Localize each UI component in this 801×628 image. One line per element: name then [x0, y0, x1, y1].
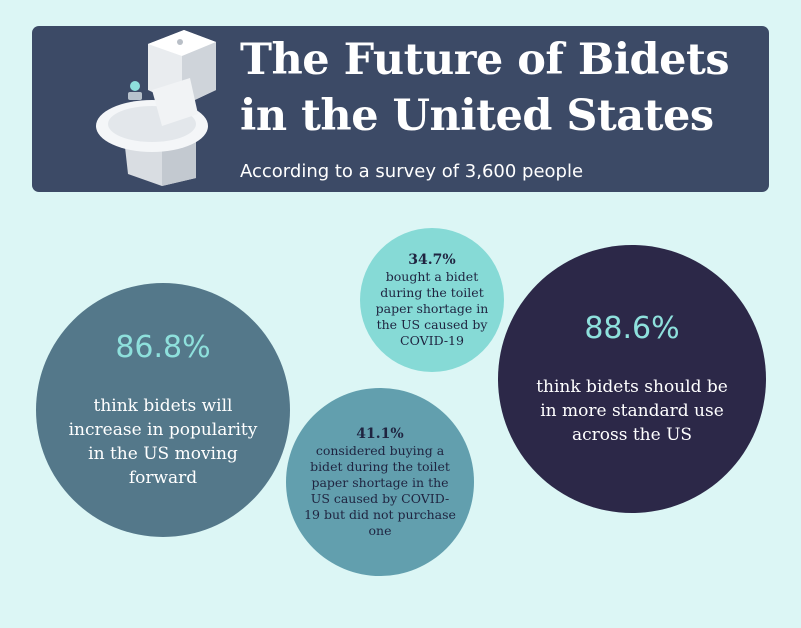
- stat-circle-increase-popularity: 86.8% think bidets will increase in popu…: [36, 283, 290, 537]
- title-line-2: in the United States: [240, 91, 714, 141]
- stat-description: considered buying a bidet during the toi…: [304, 443, 456, 538]
- stat-percent: 41.1%: [356, 426, 404, 442]
- title-line-1: The Future of Bidets: [240, 35, 730, 85]
- stat-percent: 86.8%: [115, 330, 211, 365]
- stat-circle-more-standard-use: 88.6% think bidets should be in more sta…: [498, 245, 766, 513]
- stat-percent: 88.6%: [584, 311, 680, 346]
- page-title: The Future of Bidets in the United State…: [240, 32, 760, 144]
- stat-description: think bidets should be in more standard …: [536, 377, 728, 445]
- toilet-icon: [96, 30, 216, 186]
- stat-circle-considered-buying: 41.1% considered buying a bidet during t…: [286, 388, 474, 576]
- stat-circle-bought-bidet: 34.7% bought a bidet during the toilet p…: [360, 228, 504, 372]
- page-subtitle: According to a survey of 3,600 people: [240, 161, 584, 182]
- stat-description: bought a bidet during the toilet paper s…: [375, 269, 489, 348]
- stat-description: think bidets will increase in popularity…: [68, 396, 258, 488]
- stat-percent: 34.7%: [408, 252, 456, 268]
